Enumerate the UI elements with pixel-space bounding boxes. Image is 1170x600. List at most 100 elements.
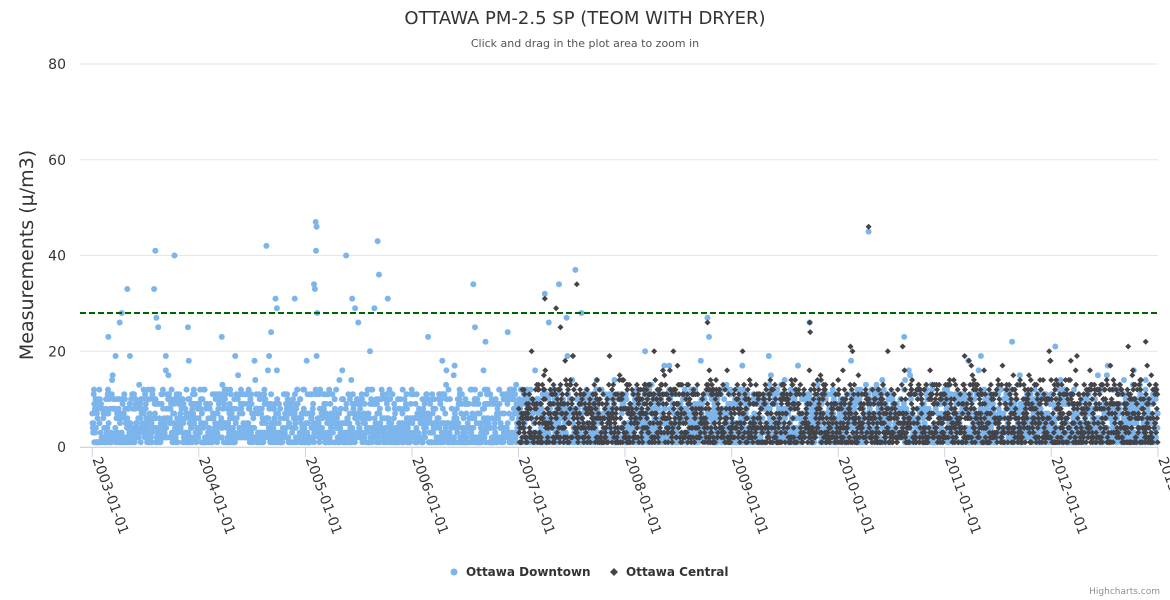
data-point-downtown[interactable] <box>294 386 301 393</box>
data-point-downtown[interactable] <box>451 434 457 441</box>
data-point-downtown[interactable] <box>538 405 545 412</box>
data-point-downtown[interactable] <box>272 295 279 302</box>
data-point-downtown[interactable] <box>429 410 436 417</box>
data-point-downtown[interactable] <box>214 439 221 446</box>
data-point-downtown[interactable] <box>202 405 209 412</box>
data-point-downtown[interactable] <box>320 405 327 412</box>
data-point-downtown[interactable] <box>879 377 886 383</box>
data-point-downtown[interactable] <box>142 400 149 407</box>
data-point-downtown[interactable] <box>171 410 178 417</box>
data-point-downtown[interactable] <box>583 396 590 403</box>
data-point-downtown[interactable] <box>201 386 208 393</box>
data-point-downtown[interactable] <box>232 420 239 427</box>
data-point-downtown[interactable] <box>167 405 174 412</box>
data-point-downtown[interactable] <box>446 429 453 436</box>
data-point-downtown[interactable] <box>317 386 324 393</box>
data-point-downtown[interactable] <box>231 439 238 446</box>
data-point-downtown[interactable] <box>601 410 607 417</box>
data-point-downtown[interactable] <box>248 400 255 407</box>
data-point-downtown[interactable] <box>512 434 519 441</box>
data-point-downtown[interactable] <box>152 410 158 417</box>
data-point-downtown[interactable] <box>413 391 420 398</box>
data-point-downtown[interactable] <box>311 286 318 292</box>
data-point-downtown[interactable] <box>462 396 469 403</box>
data-point-downtown[interactable] <box>494 410 501 417</box>
data-point-downtown[interactable] <box>631 400 638 407</box>
data-point-downtown[interactable] <box>342 434 349 441</box>
data-point-downtown[interactable] <box>368 396 375 403</box>
data-point-downtown[interactable] <box>480 367 487 374</box>
data-point-downtown[interactable] <box>180 420 187 427</box>
data-point-downtown[interactable] <box>251 357 258 364</box>
data-point-downtown[interactable] <box>250 415 257 422</box>
data-point-downtown[interactable] <box>545 396 552 403</box>
data-point-downtown[interactable] <box>261 386 268 393</box>
data-point-downtown[interactable] <box>463 434 470 441</box>
data-point-downtown[interactable] <box>346 410 353 417</box>
data-point-downtown[interactable] <box>442 424 449 431</box>
data-point-downtown[interactable] <box>471 415 478 422</box>
data-point-downtown[interactable] <box>174 429 181 436</box>
data-point-downtown[interactable] <box>248 391 255 398</box>
data-point-downtown[interactable] <box>766 405 773 412</box>
data-point-downtown[interactable] <box>364 429 371 436</box>
data-point-downtown[interactable] <box>114 429 121 436</box>
data-point-downtown[interactable] <box>336 377 343 383</box>
data-point-downtown[interactable] <box>176 391 183 398</box>
data-point-downtown[interactable] <box>1120 377 1127 383</box>
data-point-downtown[interactable] <box>491 420 498 427</box>
data-point-downtown[interactable] <box>375 434 382 441</box>
data-point-downtown[interactable] <box>311 439 317 446</box>
data-point-downtown[interactable] <box>309 405 316 412</box>
data-point-downtown[interactable] <box>252 377 259 383</box>
data-point-downtown[interactable] <box>265 415 272 422</box>
data-point-downtown[interactable] <box>367 348 373 355</box>
data-point-downtown[interactable] <box>303 357 310 364</box>
data-point-downtown[interactable] <box>161 420 168 427</box>
data-point-downtown[interactable] <box>226 429 233 436</box>
data-point-downtown[interactable] <box>153 314 160 321</box>
data-point-downtown[interactable] <box>232 405 239 412</box>
data-point-downtown[interactable] <box>197 405 204 412</box>
data-point-downtown[interactable] <box>723 381 730 388</box>
data-point-downtown[interactable] <box>140 386 147 393</box>
data-point-downtown[interactable] <box>271 415 278 422</box>
data-point-downtown[interactable] <box>220 405 226 412</box>
data-point-downtown[interactable] <box>382 429 389 436</box>
data-point-downtown[interactable] <box>374 429 381 436</box>
data-point-downtown[interactable] <box>195 434 202 441</box>
data-point-downtown[interactable] <box>414 439 420 446</box>
data-point-downtown[interactable] <box>402 429 409 436</box>
data-point-downtown[interactable] <box>655 405 662 412</box>
data-point-downtown[interactable] <box>157 439 164 446</box>
data-point-downtown[interactable] <box>806 391 813 398</box>
data-point-downtown[interactable] <box>121 396 128 403</box>
data-point-downtown[interactable] <box>232 353 239 359</box>
data-point-downtown[interactable] <box>145 424 152 431</box>
data-point-downtown[interactable] <box>189 439 195 446</box>
data-point-downtown[interactable] <box>399 386 406 393</box>
data-point-downtown[interactable] <box>170 420 177 427</box>
data-point-downtown[interactable] <box>210 415 217 422</box>
data-point-downtown[interactable] <box>366 415 373 422</box>
data-point-downtown[interactable] <box>435 415 442 422</box>
data-point-downtown[interactable] <box>227 391 234 398</box>
data-point-downtown[interactable] <box>151 286 158 292</box>
data-point-downtown[interactable] <box>229 424 236 431</box>
data-point-downtown[interactable] <box>390 415 397 422</box>
data-point-downtown[interactable] <box>93 410 100 417</box>
data-point-downtown[interactable] <box>327 424 334 431</box>
data-point-downtown[interactable] <box>418 420 425 427</box>
data-point-downtown[interactable] <box>149 429 156 436</box>
data-point-downtown[interactable] <box>275 420 282 427</box>
data-point-downtown[interactable] <box>145 415 152 422</box>
data-point-downtown[interactable] <box>96 420 103 427</box>
data-point-downtown[interactable] <box>298 415 305 422</box>
data-point-downtown[interactable] <box>397 396 404 403</box>
data-point-downtown[interactable] <box>382 424 389 431</box>
data-point-downtown[interactable] <box>506 410 513 417</box>
data-point-downtown[interactable] <box>389 391 396 398</box>
data-point-downtown[interactable] <box>333 386 340 393</box>
data-point-downtown[interactable] <box>1094 372 1101 379</box>
data-point-downtown[interactable] <box>133 420 140 427</box>
